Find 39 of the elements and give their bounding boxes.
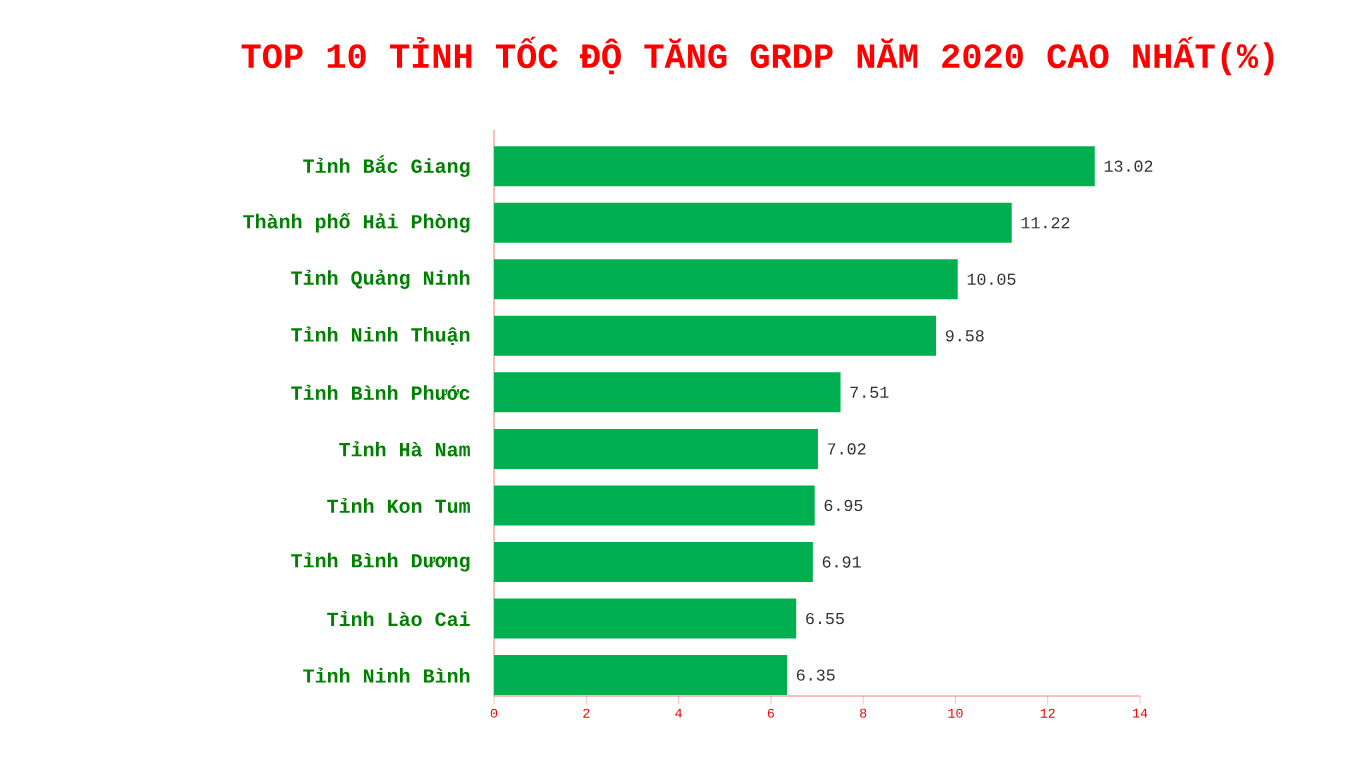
data-label: 6.95: [824, 499, 863, 512]
data-label: 7.02: [827, 443, 866, 455]
bar: [494, 202, 1012, 243]
y-tick-label: Thành phố Hải Phòng: [243, 212, 470, 233]
y-tick-label: Tỉnh Bắc Giang: [303, 155, 470, 178]
x-tick-label: 8: [860, 708, 867, 718]
bar: [494, 372, 841, 413]
y-tick-label: Tỉnh Ninh Bình: [303, 667, 470, 683]
bar: [494, 542, 813, 582]
data-label: 6.55: [806, 612, 844, 625]
data-label: 6.91: [822, 556, 861, 568]
y-tick-label: Tỉnh Ninh Thuận: [291, 326, 470, 346]
data-label: 7.51: [850, 386, 889, 398]
y-tick-label: Tỉnh Hà Nam: [339, 441, 470, 457]
chart-title: TOP 10 TỈNH TỐC ĐỘ TĂNG GRDP NĂM 2020 CAO NHẤT(%): [241, 36, 1274, 76]
y-tick-label: Tỉnh Kon Tum: [327, 497, 470, 514]
data-label: 11.22: [1021, 217, 1070, 229]
bar: [494, 485, 815, 526]
data-label: 13.02: [1104, 160, 1153, 172]
x-tick-label: 0: [490, 708, 498, 718]
y-tick-label: Tỉnh Bình Phước: [291, 384, 470, 400]
x-tick-label: 2: [583, 708, 590, 718]
x-tick-label: 4: [675, 708, 682, 718]
y-tick-label: Tỉnh Quảng Ninh: [291, 269, 470, 289]
x-tick-label: 10: [948, 708, 963, 718]
bar: [494, 428, 818, 469]
data-label: 9.58: [945, 330, 984, 342]
y-tick-label: Tỉnh Lào Cai: [327, 610, 470, 627]
bar: [494, 315, 937, 356]
bar: [494, 655, 788, 696]
x-tick-label: 12: [1040, 708, 1055, 718]
y-tick-label: Tỉnh Bình Dương: [291, 552, 470, 572]
x-tick-label: 6: [767, 708, 774, 718]
bar: [494, 598, 797, 639]
data-label: 6.35: [796, 669, 835, 681]
x-tick-label: 14: [1132, 708, 1148, 718]
data-label: 10.05: [967, 273, 1016, 285]
bar: [494, 146, 1095, 187]
bar: [494, 259, 958, 300]
